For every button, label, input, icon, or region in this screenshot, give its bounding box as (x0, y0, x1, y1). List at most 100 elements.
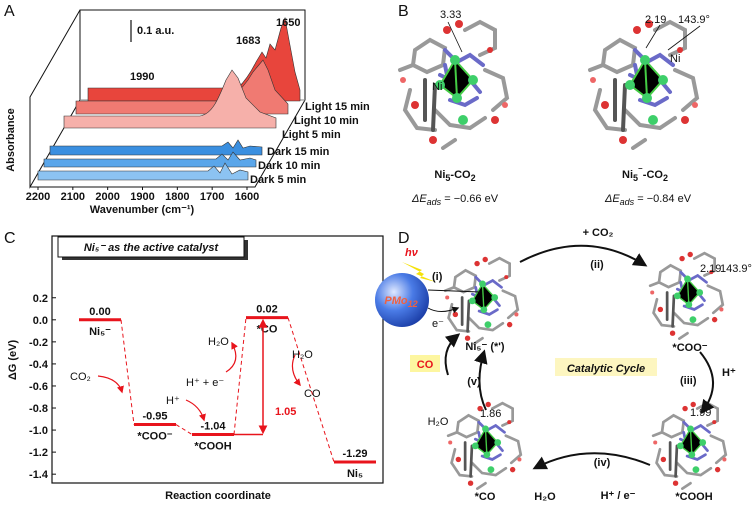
value-label: -1.29 (342, 448, 367, 460)
connector (287, 317, 335, 463)
y-tick-label: -1.2 (29, 447, 48, 459)
annotation: H⁺ + e⁻ (186, 377, 224, 389)
text-part: 5 (445, 173, 450, 183)
geometry-label: 1.86 (480, 408, 501, 420)
arrow (97, 375, 124, 394)
arrow (291, 354, 301, 387)
chart-title: Ni₅⁻ as the active catalyst (84, 242, 220, 254)
value-label: 0.02 (256, 304, 277, 316)
y-tick-label: -1.4 (29, 469, 49, 481)
peak-label: 1683 (236, 35, 260, 47)
annotation: CO₂ (70, 371, 91, 383)
geometry-label: 143.9° (720, 263, 752, 275)
connector (233, 317, 247, 435)
panel-c: Ni₅⁻ as the active catalyst ΔG (eV) Reac… (7, 235, 384, 502)
step-label: (ii) (590, 259, 604, 271)
reagent-label: + CO₂ (583, 227, 614, 239)
annotation: H₂O (208, 336, 229, 348)
y-tick-label: 0.2 (33, 293, 48, 305)
arrow (427, 306, 460, 314)
species-label: Ni₅⁻ (*') (465, 341, 504, 353)
reagent-label: H⁺ / e⁻ (601, 490, 636, 502)
panel-label: D (398, 230, 410, 247)
step-label: (v) (467, 376, 481, 388)
text-part: ⁻ (638, 165, 643, 175)
annotation: CO (304, 388, 321, 400)
trace-label: Dark 5 min (250, 174, 307, 186)
y-axis-label: Absorbance (5, 108, 17, 172)
species-label: *CO (475, 491, 496, 503)
light-label: hν (405, 247, 419, 259)
text-part: PMo (384, 295, 408, 307)
y-tick-label: 0.0 (33, 315, 48, 327)
trace-label: Light 5 min (282, 129, 341, 141)
distance-label: 2.19 (645, 14, 666, 26)
distance-label: 3.33 (440, 9, 461, 21)
panel-label: C (4, 230, 16, 247)
y-axis-label: ΔG (eV) (7, 340, 19, 381)
species-label: *COO⁻ (672, 342, 707, 354)
panel-label: B (398, 3, 409, 20)
cocatalyst-sphere (375, 273, 429, 327)
y-tick-label: -0.2 (29, 337, 48, 349)
angle-label: 143.9° (678, 14, 710, 26)
y-tick-label: -0.4 (29, 359, 49, 371)
step-label: (iii) (680, 375, 697, 387)
structure-name: Ni5-CO2 (434, 169, 475, 183)
x-tick-label: 1600 (235, 191, 259, 203)
y-tick-label: -0.6 (29, 381, 48, 393)
atom-label: Ni (432, 81, 442, 93)
text-part: ads (620, 197, 635, 207)
text-part: 2 (471, 173, 476, 183)
product-box (410, 355, 440, 372)
text-part: Ni (622, 169, 633, 181)
species-label: *COO⁻ (137, 431, 172, 443)
center-label: Catalytic Cycle (567, 363, 645, 375)
geometry-label: 1.99 (690, 407, 711, 419)
text-part: = −0.66 eV (441, 193, 499, 205)
species-label: *CO (257, 324, 278, 336)
trace-label: Light 15 min (305, 101, 370, 113)
trace-label: Dark 15 min (267, 146, 330, 158)
energy-label: ΔEads = −0.84 eV (604, 193, 692, 207)
peak-label: 1990 (130, 71, 154, 83)
text-part: 2 (663, 173, 668, 183)
geometry-label: 2.19 (700, 263, 721, 275)
x-tick-label: 2000 (95, 191, 119, 203)
annotation: H₂O (292, 349, 313, 361)
y-tick-label: -0.8 (29, 403, 48, 415)
x-tick-label: 1700 (200, 191, 224, 203)
link (427, 289, 481, 293)
species-label: *COOH (194, 440, 231, 452)
connector (175, 424, 193, 435)
species-label: Ni₅⁻ (89, 326, 111, 338)
text-part: 5 (633, 173, 638, 183)
step-label: (i) (432, 271, 443, 283)
x-axis-label: Wavenumber (cm⁻¹) (90, 204, 195, 216)
x-tick-label: 2100 (61, 191, 85, 203)
reagent-label: H₂O (428, 416, 449, 428)
text-part: -CO (450, 169, 471, 181)
text-part: ΔE (411, 193, 427, 205)
trace-label: Dark 10 min (258, 160, 321, 172)
light-bolt (402, 262, 436, 282)
trace-label: Light 10 min (294, 115, 359, 127)
text-part: = −0.84 eV (634, 193, 692, 205)
annotation: H⁺ (166, 395, 180, 407)
species-label: *COOH (675, 491, 712, 503)
connector (120, 319, 135, 425)
x-tick-label: 1900 (130, 191, 154, 203)
x-tick-label: 2200 (26, 191, 50, 203)
panel-a: 0.1 a.u. 1990 1683 1650 Absorbance Waven… (5, 9, 306, 216)
y-tick-label: -1.0 (29, 425, 48, 437)
x-tick-label: 1800 (165, 191, 189, 203)
peak-label: 1650 (276, 17, 300, 29)
text-part: ΔE (604, 193, 620, 205)
electron-label: e⁻ (432, 318, 444, 330)
text-part: -CO (643, 169, 664, 181)
value-label: 0.00 (89, 306, 110, 318)
structure-name: Ni5⁻-CO2 (622, 165, 668, 183)
molecule (398, 18, 510, 150)
species-label: Ni₅ (347, 468, 363, 480)
